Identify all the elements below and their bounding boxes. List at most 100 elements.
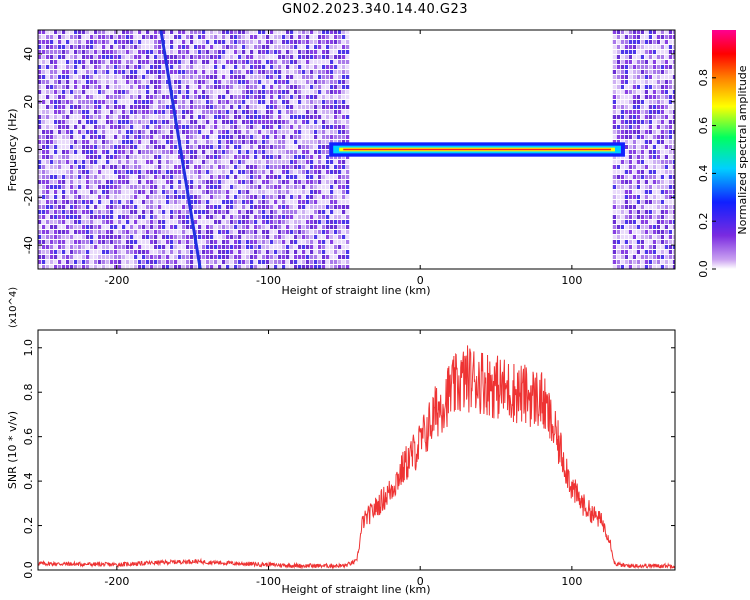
noise-cell <box>282 105 286 109</box>
noise-cell <box>636 250 640 254</box>
noise-cell <box>310 140 314 144</box>
noise-cell <box>302 235 306 239</box>
noise-cell <box>106 185 110 189</box>
noise-cell <box>334 80 338 84</box>
noise-cell <box>326 40 330 44</box>
noise-cell <box>210 85 214 89</box>
noise-cell <box>182 200 186 204</box>
noise-cell <box>302 145 306 149</box>
noise-cell <box>58 150 62 154</box>
y-tick-label: 0 <box>22 146 35 153</box>
noise-cell <box>270 85 274 89</box>
noise-cell <box>648 185 652 189</box>
noise-cell <box>306 225 310 229</box>
noise-cell <box>202 30 206 34</box>
noise-cell <box>58 95 62 99</box>
noise-cell <box>98 155 102 159</box>
noise-cell <box>154 65 158 69</box>
noise-cell <box>262 60 266 64</box>
noise-cell <box>250 180 254 184</box>
noise-cell <box>230 260 234 264</box>
noise-cell <box>314 75 318 79</box>
noise-cell <box>98 70 102 74</box>
noise-cell <box>636 200 640 204</box>
noise-cell <box>640 210 644 214</box>
noise-cell <box>290 110 294 114</box>
noise-cell <box>282 50 286 54</box>
noise-cell <box>78 40 82 44</box>
noise-cell <box>318 30 322 34</box>
noise-cell <box>142 195 146 199</box>
noise-cell <box>278 45 282 49</box>
noise-cell <box>278 185 282 189</box>
noise-cell <box>334 85 338 89</box>
noise-cell <box>230 155 234 159</box>
noise-cell <box>326 110 330 114</box>
noise-cell <box>182 110 186 114</box>
noise-cell <box>266 35 270 39</box>
noise-cell <box>632 80 636 84</box>
noise-cell <box>274 75 278 79</box>
noise-cell <box>302 30 306 34</box>
noise-cell <box>114 165 118 169</box>
noise-cell <box>62 105 66 109</box>
noise-cell <box>664 80 668 84</box>
noise-cell <box>82 195 86 199</box>
noise-cell <box>306 125 310 129</box>
noise-cell <box>648 120 652 124</box>
noise-cell <box>122 160 126 164</box>
noise-cell <box>222 265 226 269</box>
noise-cell <box>668 215 672 219</box>
noise-cell <box>58 135 62 139</box>
noise-cell <box>628 120 632 124</box>
noise-cell <box>326 125 330 129</box>
noise-cell <box>126 75 130 79</box>
noise-cell <box>150 190 154 194</box>
noise-cell <box>660 135 664 139</box>
noise-cell <box>318 35 322 39</box>
noise-cell <box>62 130 66 134</box>
noise-cell <box>186 215 190 219</box>
noise-cell <box>62 160 66 164</box>
noise-cell <box>294 240 298 244</box>
noise-cell <box>178 255 182 259</box>
noise-cell <box>266 250 270 254</box>
noise-cell <box>656 85 660 89</box>
noise-cell <box>238 75 242 79</box>
noise-cell <box>134 205 138 209</box>
noise-cell <box>174 190 178 194</box>
noise-cell <box>214 235 218 239</box>
noise-cell <box>656 140 660 144</box>
noise-cell <box>114 210 118 214</box>
noise-cell <box>346 250 350 254</box>
noise-cell <box>182 30 186 34</box>
noise-cell <box>178 210 182 214</box>
noise-cell <box>66 55 70 59</box>
noise-cell <box>234 135 238 139</box>
noise-cell <box>330 180 334 184</box>
noise-cell <box>222 155 226 159</box>
noise-cell <box>42 35 46 39</box>
noise-cell <box>54 55 58 59</box>
noise-cell <box>110 65 114 69</box>
noise-cell <box>322 80 326 84</box>
noise-cell <box>254 220 258 224</box>
noise-cell <box>326 100 330 104</box>
noise-cell <box>330 45 334 49</box>
noise-cell <box>210 55 214 59</box>
snr-panel: -200 -100 0 100 0.00.20.40.60.81.0 Height o… <box>6 287 676 596</box>
noise-cell <box>214 185 218 189</box>
noise-cell <box>274 180 278 184</box>
noise-cell <box>146 145 150 149</box>
noise-cell <box>214 265 218 269</box>
noise-cell <box>266 245 270 249</box>
noise-cell <box>274 85 278 89</box>
noise-cell <box>126 130 130 134</box>
noise-cell <box>142 260 146 264</box>
noise-cell <box>668 255 672 259</box>
noise-cell <box>194 60 198 64</box>
noise-cell <box>202 35 206 39</box>
noise-cell <box>238 70 242 74</box>
noise-cell <box>78 250 82 254</box>
noise-cell <box>306 35 310 39</box>
